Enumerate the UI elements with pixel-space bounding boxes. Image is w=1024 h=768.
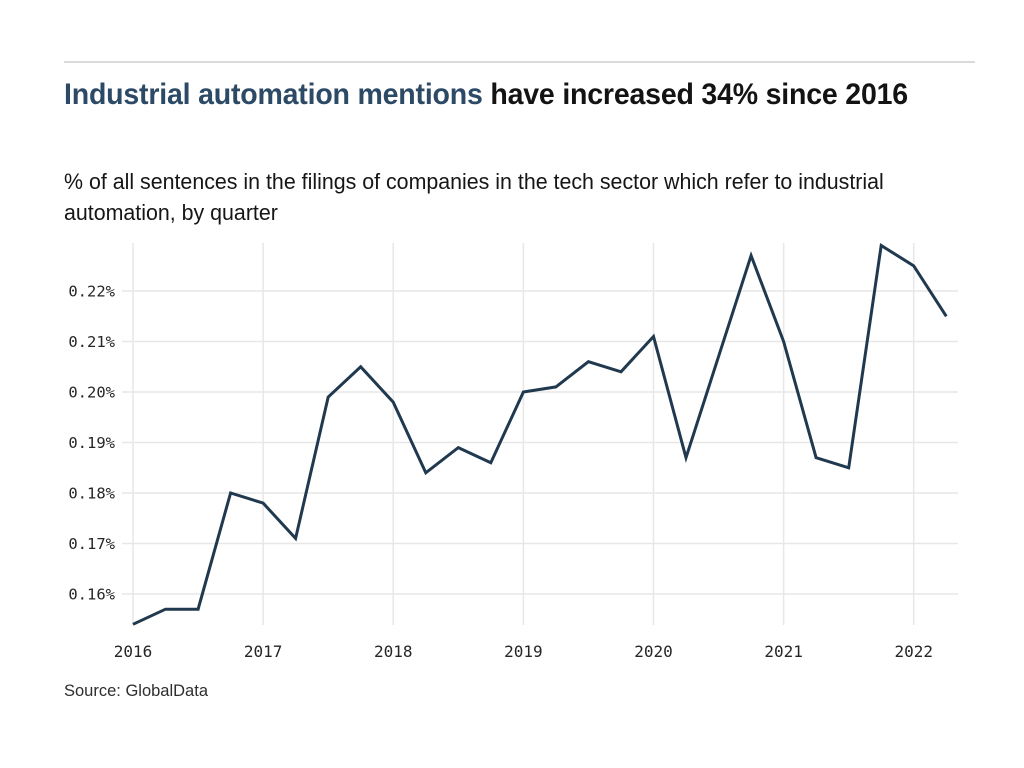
y-tick-label: 0.21%: [68, 333, 115, 351]
series-line: [132, 243, 948, 626]
y-tick-label: 0.19%: [68, 434, 115, 452]
chart-subtitle: % of all sentences in the filings of com…: [64, 169, 884, 225]
x-tick-label: 2020: [634, 642, 673, 661]
y-tick-label: 0.18%: [68, 485, 115, 503]
line-chart: 0.16% 0.17% 0.18% 0.19% 0.20% 0.21% 0.22% 2016 2…: [68, 243, 958, 661]
x-tick-label: 2018: [374, 642, 413, 661]
chart-title: Industrial automation mentions have incr…: [64, 76, 962, 114]
x-tick-label: 2022: [894, 642, 933, 661]
y-tick-label: 0.16%: [68, 586, 115, 604]
top-divider: [64, 61, 975, 63]
chart-title-highlight: Industrial automation mentions: [64, 78, 483, 111]
y-tick-label: 0.22%: [68, 283, 115, 301]
x-tick-label: 2021: [764, 642, 803, 661]
y-tick-label: 0.20%: [68, 384, 115, 402]
source-note: Source: GlobalData: [64, 682, 208, 700]
y-tick-label: 0.17%: [68, 535, 115, 553]
x-tick-label: 2016: [114, 642, 153, 661]
x-tick-label: 2017: [244, 642, 283, 661]
chart-title-rest: have increased 34% since 2016: [482, 78, 908, 111]
x-tick-label: 2019: [504, 642, 543, 661]
